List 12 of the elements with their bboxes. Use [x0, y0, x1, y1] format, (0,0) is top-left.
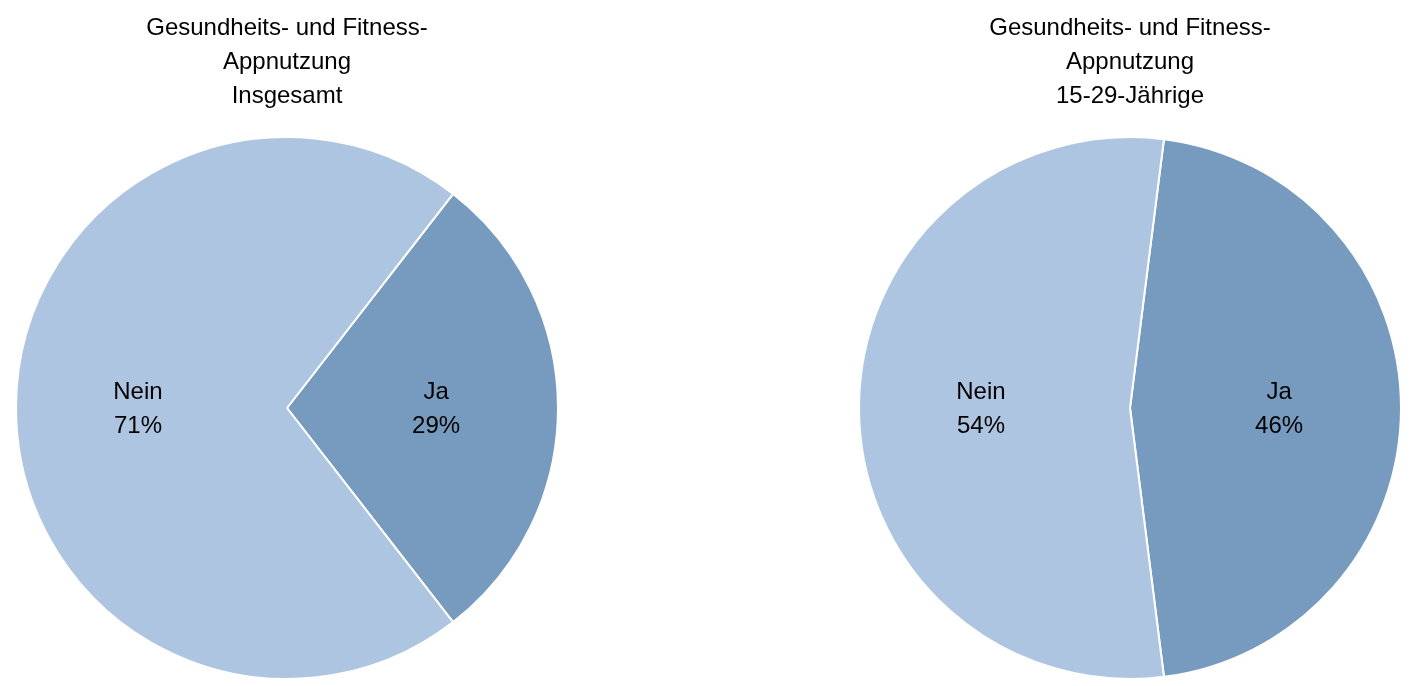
data-label: 29% [412, 410, 461, 438]
data-label: 71% [113, 410, 162, 438]
slice-label: Nein [956, 376, 1006, 404]
chart-subtitle: Insgesamt [230, 80, 344, 110]
chart-title: Gesundheits- und Fitness-Appnutzung [145, 12, 429, 76]
data-label: 54% [956, 410, 1005, 438]
slice-label: Ja [1266, 376, 1293, 404]
chart-title: Gesundheits- und Fitness-Appnutzung [988, 12, 1272, 76]
slice-label: Ja [423, 376, 450, 404]
data-label: 46% [1255, 410, 1304, 438]
chart-subtitle: 15-29-Jährige [1054, 80, 1206, 110]
slice-label: Nein [113, 376, 163, 404]
